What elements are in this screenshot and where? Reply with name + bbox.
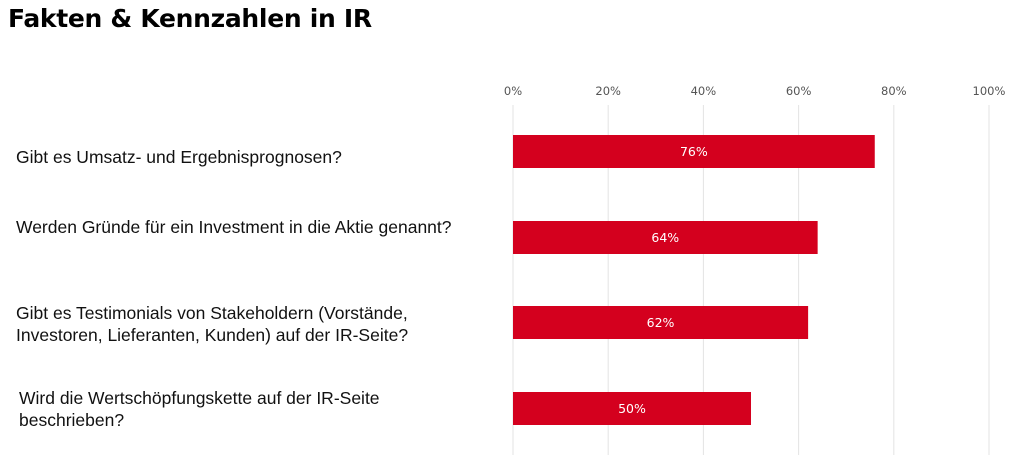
- category-label-1: Werden Gründe für ein Investment in die …: [16, 217, 452, 237]
- data-label: 62%: [647, 315, 675, 330]
- x-tick-label: 60%: [786, 84, 812, 98]
- x-tick-label: 80%: [881, 84, 907, 98]
- bar: [513, 135, 875, 168]
- category-label-3: Wird die Wertschöpfungskette auf der IR-…: [19, 388, 380, 430]
- category-label-0: Gibt es Umsatz- und Ergebnisprognosen?: [16, 147, 342, 167]
- category-label-2: Gibt es Testimonials von Stakeholdern (V…: [16, 303, 409, 345]
- bar: [513, 392, 751, 425]
- x-tick-label: 40%: [691, 84, 717, 98]
- bar: [513, 221, 818, 254]
- bar: [513, 306, 809, 339]
- bars: [513, 135, 875, 425]
- data-label: 64%: [651, 230, 679, 245]
- x-tick-label: 0%: [504, 84, 522, 98]
- chart-title: Fakten & Kennzahlen in IR: [8, 4, 372, 33]
- data-label: 50%: [618, 401, 646, 416]
- x-axis-ticks: 0% 20% 40% 60% 80% 100%: [504, 84, 1006, 98]
- x-tick-label: 20%: [595, 84, 621, 98]
- data-labels: 76% 64% 62% 50%: [618, 144, 708, 416]
- data-label: 76%: [680, 144, 708, 159]
- x-tick-label: 100%: [973, 84, 1006, 98]
